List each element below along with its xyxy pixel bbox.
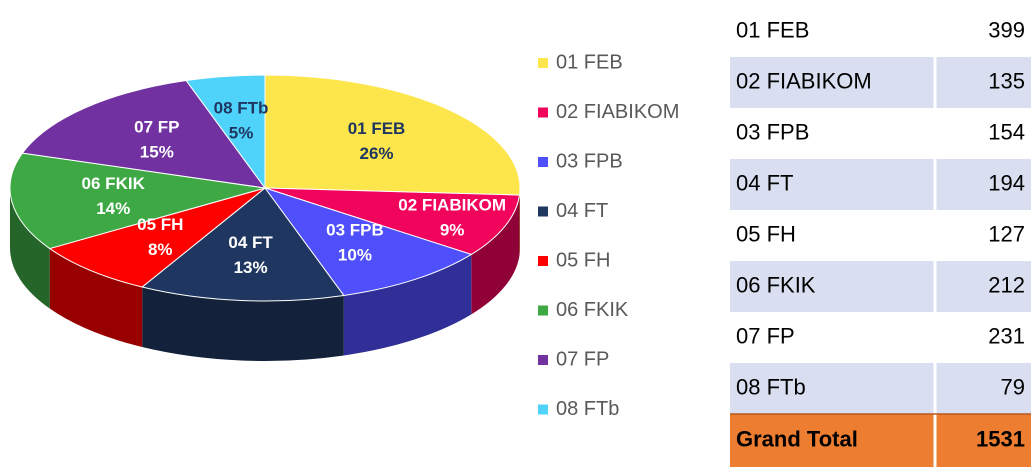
table-label: 01 FEB <box>736 17 809 42</box>
table-label: 08 FTb <box>736 374 806 399</box>
legend-label: 01 FEB <box>556 51 623 73</box>
slice-label: 03 FPB <box>326 220 384 239</box>
pie-slice <box>185 74 266 190</box>
slice-label: 05 FH <box>137 215 183 234</box>
legend-label: 04 FT <box>556 200 608 222</box>
table-label: 06 FKIK <box>736 272 816 297</box>
table-value: 135 <box>988 68 1025 93</box>
pie-side <box>142 287 344 361</box>
table-label: 05 FH <box>736 221 796 246</box>
slice-label: 07 FP <box>134 118 179 137</box>
legend-swatch <box>538 107 548 118</box>
legend-swatch <box>538 305 548 316</box>
slice-percent: 8% <box>148 240 173 259</box>
pie-side <box>471 195 520 315</box>
legend-label: 07 FP <box>556 348 609 370</box>
slice-label: 02 FIABIKOM <box>398 195 506 214</box>
legend-swatch <box>538 355 548 365</box>
pie-side <box>519 188 520 256</box>
pie-side <box>10 188 50 309</box>
slice-percent: 14% <box>96 199 130 218</box>
pie-side <box>343 254 472 356</box>
pie-side <box>49 248 143 348</box>
table-total-value: 1531 <box>976 426 1025 451</box>
legend-swatch <box>538 206 548 217</box>
legend-label: 08 FTb <box>556 398 619 420</box>
pie-slice <box>264 74 521 196</box>
slice-percent: 13% <box>234 258 268 277</box>
table-row-bg <box>730 159 1031 210</box>
slice-percent: 5% <box>229 124 254 143</box>
table-value: 231 <box>988 323 1025 348</box>
slice-label: 04 FT <box>228 233 273 252</box>
pie-slice <box>141 187 345 302</box>
legend-label: 05 FH <box>556 249 610 271</box>
pie-slice <box>48 187 266 288</box>
pie-slice <box>21 79 267 189</box>
legend-label: 02 FIABIKOM <box>556 101 679 123</box>
legend-label: 06 FKIK <box>556 299 629 321</box>
slice-label: 06 FKIK <box>82 174 146 193</box>
table-total-bg <box>730 414 1031 467</box>
table-total-label: Grand Total <box>736 426 858 451</box>
table-value: 154 <box>988 119 1025 144</box>
legend-swatch <box>538 157 548 167</box>
slice-label: 08 FTb <box>214 99 269 118</box>
table-value: 399 <box>988 17 1025 42</box>
table-row-bg <box>730 57 1031 108</box>
slice-percent: 10% <box>338 245 372 264</box>
slice-percent: 15% <box>140 143 174 162</box>
legend-swatch <box>538 404 548 415</box>
pie-slice <box>263 187 473 297</box>
table-value: 212 <box>988 272 1025 297</box>
table-row-bg <box>730 261 1031 312</box>
pie-slice <box>9 152 266 250</box>
table-value: 79 <box>1001 374 1025 399</box>
table-value: 127 <box>988 221 1025 246</box>
legend-label: 03 FPB <box>556 150 623 172</box>
slice-percent: 26% <box>360 144 394 163</box>
slice-percent: 9% <box>440 220 465 239</box>
table-value: 194 <box>988 170 1025 195</box>
table-label: 03 FPB <box>736 119 809 144</box>
table-row-bg <box>730 363 1031 414</box>
slice-label: 01 FEB <box>348 119 406 138</box>
legend-swatch <box>538 256 548 266</box>
pie-slice <box>264 187 521 255</box>
legend-swatch <box>538 58 548 68</box>
table-label: 02 FIABIKOM <box>736 68 872 93</box>
table-label: 07 FP <box>736 323 795 348</box>
table-label: 04 FT <box>736 170 793 195</box>
